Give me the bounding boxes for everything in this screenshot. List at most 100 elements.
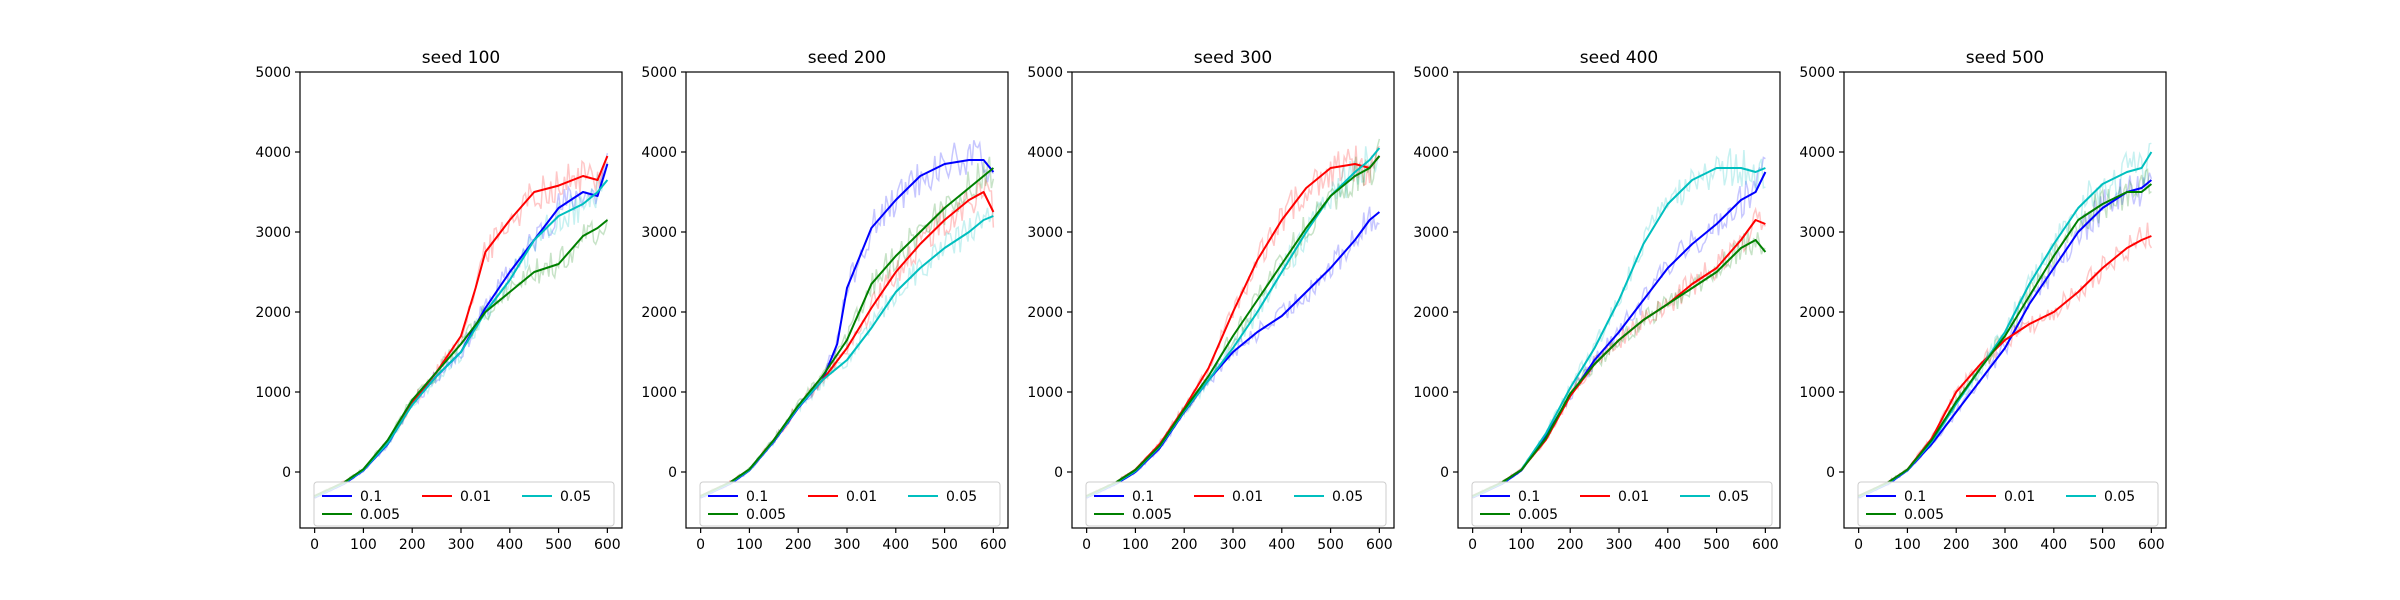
y-tick-label: 1000 xyxy=(1799,385,1835,401)
legend-label: 0.1 xyxy=(1518,489,1540,505)
series-line xyxy=(1472,239,1767,497)
plot-area xyxy=(1085,138,1381,500)
x-tick-label: 200 xyxy=(1171,537,1198,553)
chart-title: seed 200 xyxy=(808,48,886,68)
legend-label: 0.05 xyxy=(560,489,591,505)
legend-label: 0.1 xyxy=(1904,489,1926,505)
raw-series-line xyxy=(314,153,609,500)
x-tick-label: 400 xyxy=(882,537,909,553)
y-tick-label: 4000 xyxy=(1027,145,1063,161)
y-tick-label: 3000 xyxy=(255,225,291,241)
x-tick-label: 0 xyxy=(696,537,705,553)
raw-series-line xyxy=(1472,148,1766,498)
series-line xyxy=(1086,155,1381,497)
raw-series-line xyxy=(1472,230,1766,497)
x-tick-label: 400 xyxy=(1654,537,1681,553)
x-tick-label: 500 xyxy=(2089,537,2116,553)
legend-label: 0.05 xyxy=(2104,489,2135,505)
axes-frame xyxy=(685,71,1009,529)
x-tick-label: 600 xyxy=(1752,537,1779,553)
y-tick-label: 1000 xyxy=(1027,385,1063,401)
legend-box xyxy=(1857,481,2159,527)
x-tick-label: 400 xyxy=(496,537,523,553)
axes-frame xyxy=(1071,71,1395,529)
y-tick-label: 2000 xyxy=(641,305,677,321)
x-tick-label: 0 xyxy=(310,537,319,553)
y-tick-label: 1000 xyxy=(255,385,291,401)
y-tick-label: 1000 xyxy=(1413,385,1449,401)
y-tick-label: 3000 xyxy=(641,225,677,241)
x-tick-label: 300 xyxy=(1992,537,2019,553)
chart-panel: seed 400 0 100 200 300 400 500 600 0 1000 2000 3000… xyxy=(1413,48,1781,553)
x-tick-label: 600 xyxy=(980,537,1007,553)
y-tick-label: 0 xyxy=(1826,465,1835,481)
axes-frame xyxy=(299,71,623,529)
y-tick-label: 0 xyxy=(282,465,291,481)
raw-series-line xyxy=(1472,156,1766,499)
x-tick-label: 0 xyxy=(1468,537,1477,553)
plot-area xyxy=(1858,142,2153,499)
x-tick-label: 200 xyxy=(1557,537,1584,553)
x-tick-label: 100 xyxy=(736,537,763,553)
x-tick-label: 0 xyxy=(1082,537,1091,553)
y-tick-label: 4000 xyxy=(1799,145,1835,161)
legend-box xyxy=(1085,481,1387,527)
x-tick-label: 500 xyxy=(1317,537,1344,553)
y-tick-label: 3000 xyxy=(1027,225,1063,241)
plot-area xyxy=(1472,148,1767,499)
series-line xyxy=(314,179,609,498)
chart-title: seed 400 xyxy=(1580,48,1658,68)
x-tick-label: 500 xyxy=(545,537,572,553)
raw-series-line xyxy=(700,156,995,498)
legend-label: 0.05 xyxy=(946,489,977,505)
y-tick-label: 2000 xyxy=(1027,305,1063,321)
chart-panel: seed 500 0 100 200 300 400 500 600 0 1000 2000 3000… xyxy=(1799,48,2167,553)
series-line xyxy=(700,159,995,499)
legend-label: 0.005 xyxy=(1132,507,1172,523)
y-tick-label: 1000 xyxy=(641,385,677,401)
chart-title: seed 300 xyxy=(1194,48,1272,68)
raw-series-line xyxy=(700,140,994,499)
x-tick-label: 500 xyxy=(1703,537,1730,553)
y-tick-label: 2000 xyxy=(1413,305,1449,321)
legend-label: 0.01 xyxy=(2004,489,2035,505)
raw-series-line xyxy=(1472,206,1767,497)
x-tick-label: 200 xyxy=(785,537,812,553)
legend-label: 0.05 xyxy=(1332,489,1363,505)
y-tick-label: 2000 xyxy=(1799,305,1835,321)
legend-box xyxy=(313,481,615,527)
x-tick-label: 200 xyxy=(399,537,426,553)
x-tick-label: 0 xyxy=(1854,537,1863,553)
series-line xyxy=(700,215,994,498)
y-tick-label: 2000 xyxy=(255,305,291,321)
axes-frame xyxy=(1843,71,2167,529)
series-line xyxy=(1472,219,1766,497)
y-tick-label: 5000 xyxy=(255,65,291,81)
x-tick-label: 600 xyxy=(2138,537,2165,553)
chart-panel: seed 200 0 100 200 300 400 500 600 0 1000 2000 3000… xyxy=(641,48,1009,553)
legend-box xyxy=(1471,481,1773,527)
series-line xyxy=(1858,183,2153,497)
y-tick-label: 4000 xyxy=(255,145,291,161)
legend-label: 0.1 xyxy=(1132,489,1154,505)
legend-label: 0.01 xyxy=(846,489,877,505)
legend-label: 0.005 xyxy=(360,507,400,523)
y-tick-label: 5000 xyxy=(1413,65,1449,81)
x-tick-label: 100 xyxy=(350,537,377,553)
y-tick-label: 3000 xyxy=(1799,225,1835,241)
x-tick-label: 300 xyxy=(1220,537,1247,553)
legend-label: 0.005 xyxy=(1904,507,1944,523)
legend-label: 0.1 xyxy=(360,489,382,505)
legend: 0.1 0.01 0.05 0.005 xyxy=(1471,481,1773,527)
raw-series-line xyxy=(314,159,609,498)
x-tick-label: 100 xyxy=(1894,537,1921,553)
legend: 0.1 0.01 0.05 0.005 xyxy=(313,481,615,527)
series-line xyxy=(1858,235,2152,497)
legend: 0.1 0.01 0.05 0.005 xyxy=(1085,481,1387,527)
y-tick-label: 4000 xyxy=(641,145,677,161)
y-tick-label: 5000 xyxy=(641,65,677,81)
y-tick-label: 5000 xyxy=(1027,65,1063,81)
x-tick-label: 200 xyxy=(1943,537,1970,553)
x-tick-label: 600 xyxy=(594,537,621,553)
